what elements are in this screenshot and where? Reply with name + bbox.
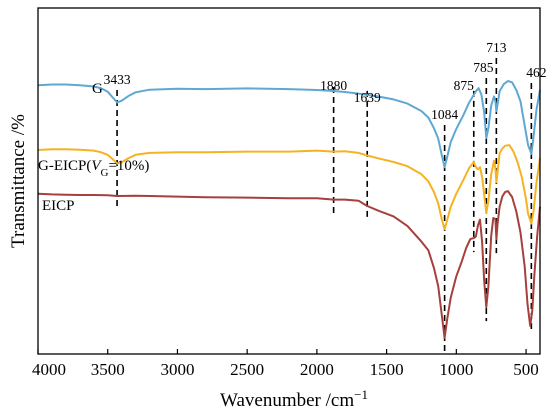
x-tick-label-2500: 2500 (230, 360, 264, 379)
x-tick-label-500: 500 (513, 360, 539, 379)
x-tick-label-3000: 3000 (160, 360, 194, 379)
x-axis-title-superscript: −1 (354, 387, 368, 402)
series-label-text: G-EICP( (38, 158, 91, 174)
peak-labels: 3433 1880 1639 1084 875 785 713 462 (104, 40, 547, 122)
x-tick-label-1000: 1000 (439, 360, 473, 379)
series-label-variable: V (91, 158, 102, 174)
peak-label-713: 713 (486, 40, 507, 55)
x-ticks: 4000 3500 3000 2500 2000 1500 1000 500 (32, 349, 539, 379)
series-line-2 (37, 190, 541, 339)
peak-label-462: 462 (526, 65, 546, 80)
plot-frame (37, 7, 541, 355)
peak-label-1084: 1084 (431, 107, 458, 122)
series-label-text: =10%) (108, 158, 149, 174)
series-label-text: EICP (42, 198, 75, 214)
x-tick-label-2000: 2000 (300, 360, 334, 379)
x-axis-title: Wavenumber /cm−1 (220, 387, 368, 412)
peak-label-1639: 1639 (354, 90, 381, 105)
peak-label-785: 785 (473, 60, 494, 75)
y-axis-title: Transmittance /% (8, 114, 29, 248)
x-tick-label-3500: 3500 (91, 360, 125, 379)
peak-label-1880: 1880 (320, 78, 347, 93)
series-label-1: G-EICP(VG=10%) (38, 158, 149, 179)
series-labels: GG-EICP(VG=10%)EICP (38, 81, 149, 214)
series-line-0 (37, 80, 541, 169)
peak-label-3433: 3433 (104, 72, 131, 87)
series-line-1 (37, 144, 541, 231)
series-label-2: EICP (42, 198, 75, 214)
peak-label-875: 875 (454, 78, 475, 93)
x-axis-title-text: Wavenumber /cm (220, 390, 354, 411)
series-label-0: G (92, 81, 103, 97)
x-tick-label-1500: 1500 (370, 360, 404, 379)
x-tick-label-4000: 4000 (32, 360, 66, 379)
series-label-subscript: G (101, 167, 109, 179)
series-label-text: G (92, 81, 103, 97)
series-lines (37, 80, 541, 339)
